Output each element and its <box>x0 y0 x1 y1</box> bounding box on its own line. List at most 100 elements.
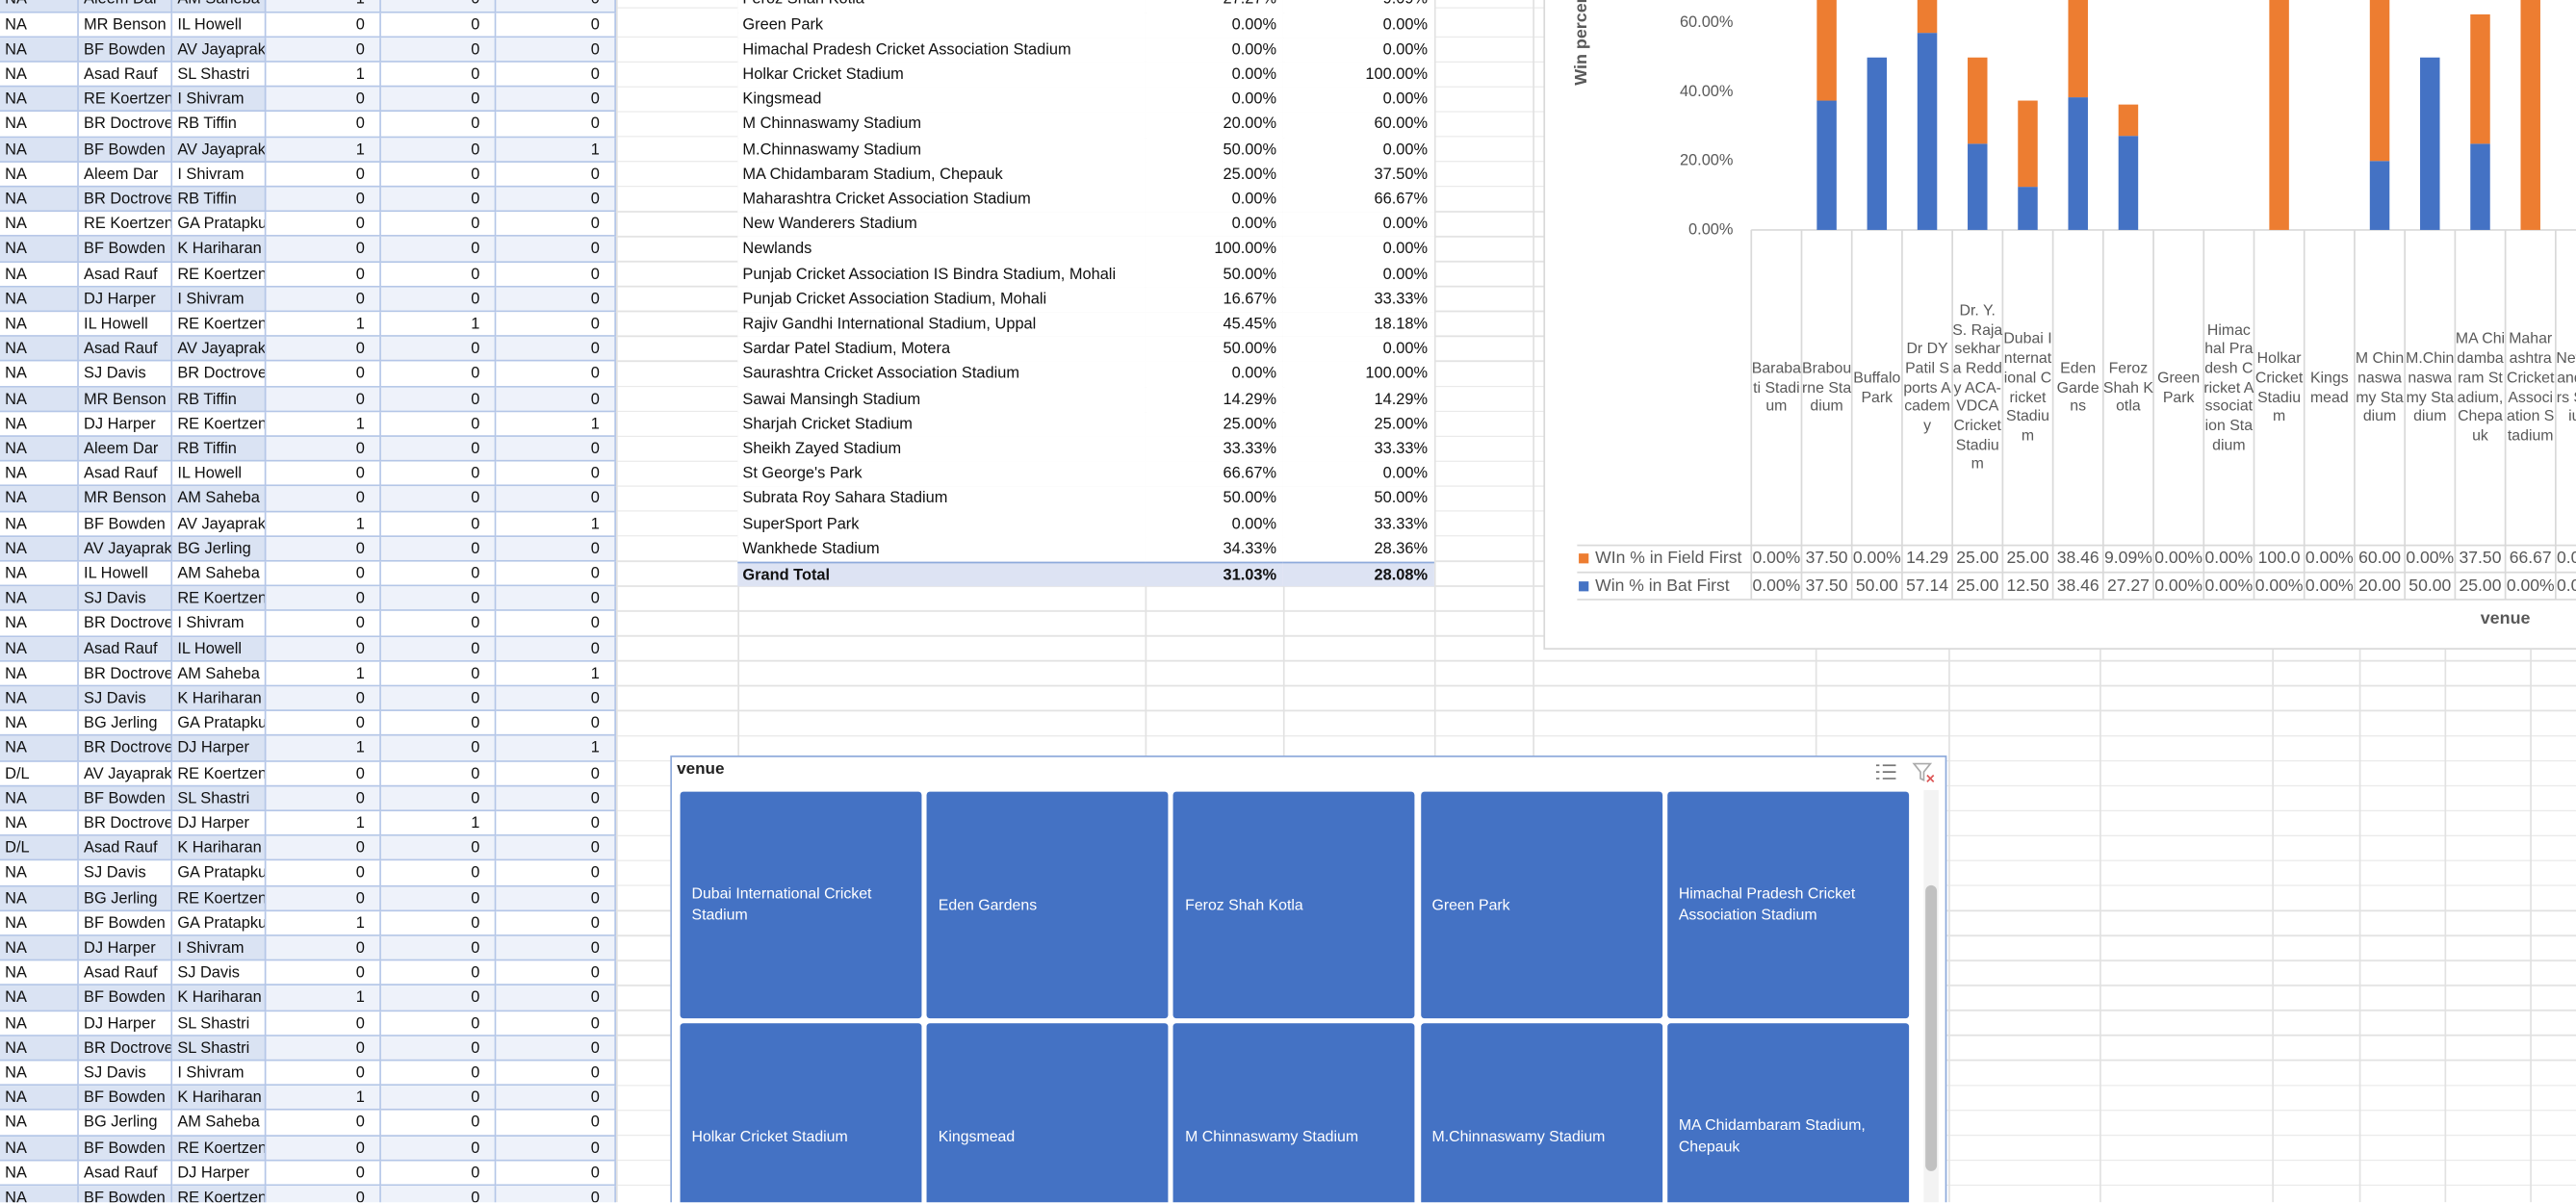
y-tick-label: 40.00% <box>1680 83 1734 100</box>
bar-segment <box>1917 33 1938 230</box>
text-cell: DJ Harper <box>78 1011 173 1037</box>
number-cell: 1 <box>266 137 381 163</box>
x-tick-label: Kingsmead <box>2309 369 2349 405</box>
data-label: 38.46 <box>2057 576 2099 595</box>
text-cell: NA <box>0 935 79 961</box>
number-cell: 0 <box>266 935 381 961</box>
legend-label: Win % in Bat First <box>1595 576 1730 595</box>
text-cell: RE Koertzen <box>172 312 267 338</box>
data-label: 37.50 <box>2460 548 2502 567</box>
slicer-button[interactable]: Holkar Cricket Stadium <box>680 1023 922 1203</box>
pivot-label: Kingsmead <box>737 87 1146 113</box>
data-label: 9.09% <box>2104 548 2152 567</box>
number-cell: 0 <box>496 312 616 338</box>
pivot-value: 50.00% <box>1145 486 1283 512</box>
number-cell: 0 <box>380 586 497 612</box>
number-cell: 0 <box>266 786 381 812</box>
data-label: 0.00% <box>1853 548 1901 567</box>
column-line <box>1533 0 1534 1203</box>
text-cell: BF Bowden <box>78 1086 173 1112</box>
text-cell: BG Jerling <box>172 536 267 562</box>
slicer-button[interactable]: Feroz Shah Kotla <box>1173 791 1416 1019</box>
slicer-button[interactable]: Eden Gardens <box>926 791 1169 1019</box>
data-label: 20.00 <box>2358 576 2401 595</box>
slicer-button[interactable]: M.Chinnaswamy Stadium <box>1420 1023 1662 1203</box>
number-cell: 0 <box>496 686 616 712</box>
number-cell: 1 <box>266 511 381 537</box>
number-cell: 0 <box>380 686 497 712</box>
slicer-button[interactable]: Kingsmead <box>926 1023 1169 1203</box>
number-cell: 0 <box>266 362 381 388</box>
x-tick-label-box: Dubai International Cricket Stadium <box>2003 331 2051 444</box>
scrollbar-thumb[interactable] <box>1925 884 1938 1171</box>
x-tick-label-box: Brabourne Stadium <box>1802 360 1851 415</box>
number-cell: 0 <box>380 736 497 762</box>
pivot-label: MA Chidambaram Stadium, Chepauk <box>737 162 1146 188</box>
x-tick-label: Holkar Cricket Stadium <box>2254 349 2304 424</box>
x-tick-label: Dr. Y.S. Rajasekhara Reddy ACA-VDCA Cric… <box>1952 301 2003 473</box>
pivot-value: 45.45% <box>1145 312 1283 338</box>
text-cell: I Shivram <box>172 611 267 637</box>
text-cell: BR Doctrove <box>78 661 173 687</box>
text-cell: DJ Harper <box>172 1161 267 1187</box>
slicer-button[interactable]: Himachal Pradesh Cricket Association Sta… <box>1666 791 1909 1019</box>
slicer-button[interactable]: M Chinnaswamy Stadium <box>1173 1023 1416 1203</box>
number-cell: 0 <box>380 761 497 787</box>
clear-filter-icon[interactable] <box>1912 762 1935 782</box>
slicer-button[interactable]: MA Chidambaram Stadium, Chepauk <box>1666 1023 1909 1203</box>
text-cell: NA <box>0 1136 79 1162</box>
pivot-label: New Wanderers Stadium <box>737 212 1146 238</box>
pivot-label: Sardar Patel Stadium, Motera <box>737 337 1146 363</box>
number-cell: 1 <box>496 412 616 437</box>
number-cell: 0 <box>496 287 616 313</box>
text-cell: NA <box>0 87 79 113</box>
data-label: 25.00 <box>2007 548 2049 567</box>
bar-segment <box>2018 100 2038 188</box>
text-cell: NA <box>0 0 79 13</box>
number-cell: 0 <box>496 262 616 288</box>
text-cell: AV Jayaprak <box>172 511 267 537</box>
pivot-value: 25.00% <box>1145 162 1283 188</box>
number-cell: 0 <box>496 436 616 462</box>
text-cell: NA <box>0 461 79 487</box>
text-cell: MR Benson <box>78 12 173 38</box>
number-cell: 0 <box>266 960 381 986</box>
text-cell: Aleem Dar <box>78 0 173 13</box>
text-cell: NA <box>0 611 79 637</box>
number-cell: 1 <box>380 312 497 338</box>
number-cell: 0 <box>496 1061 616 1087</box>
text-cell: RE Koertzen <box>78 87 173 113</box>
text-cell: K Hariharan <box>172 237 267 263</box>
text-cell: NA <box>0 985 79 1011</box>
number-cell: 0 <box>380 1161 497 1187</box>
text-cell: BR Doctrove <box>78 736 173 762</box>
text-cell: Asad Rauf <box>78 835 173 861</box>
slicer-button[interactable]: Green Park <box>1420 791 1662 1019</box>
pivot-value: 33.33% <box>1145 436 1283 462</box>
text-cell: NA <box>0 187 79 213</box>
bar-segment <box>1917 0 1938 34</box>
text-cell: D/L <box>0 761 79 787</box>
y-tick-label: 60.00% <box>1680 13 1734 31</box>
x-tick-label-box: Himachal Pradesh Cricket Association Sta… <box>2203 321 2254 453</box>
text-cell: BF Bowden <box>78 137 173 163</box>
slicer-button[interactable]: Dubai International Cricket Stadium <box>680 791 922 1019</box>
pivot-value: 100.00% <box>1282 362 1434 388</box>
number-cell: 0 <box>266 1161 381 1187</box>
number-cell: 0 <box>266 711 381 737</box>
pivot-value: 0.00% <box>1282 12 1434 38</box>
bar-segment <box>2118 104 2139 137</box>
column-line <box>1433 0 1436 1203</box>
number-cell: 0 <box>496 860 616 886</box>
text-cell: SJ Davis <box>78 1061 173 1087</box>
number-cell: 0 <box>496 561 616 587</box>
number-cell: 0 <box>496 387 616 412</box>
pivot-value: 0.00% <box>1282 37 1434 63</box>
data-label: 0.00% <box>2255 576 2304 595</box>
pivot-value: 50.00% <box>1282 486 1434 512</box>
multi-select-icon[interactable] <box>1875 764 1896 780</box>
number-cell: 0 <box>380 262 497 288</box>
text-cell: Asad Rauf <box>78 1161 173 1187</box>
x-tick-label: MA Chidambaram Stadium, Chepauk <box>2455 330 2506 444</box>
